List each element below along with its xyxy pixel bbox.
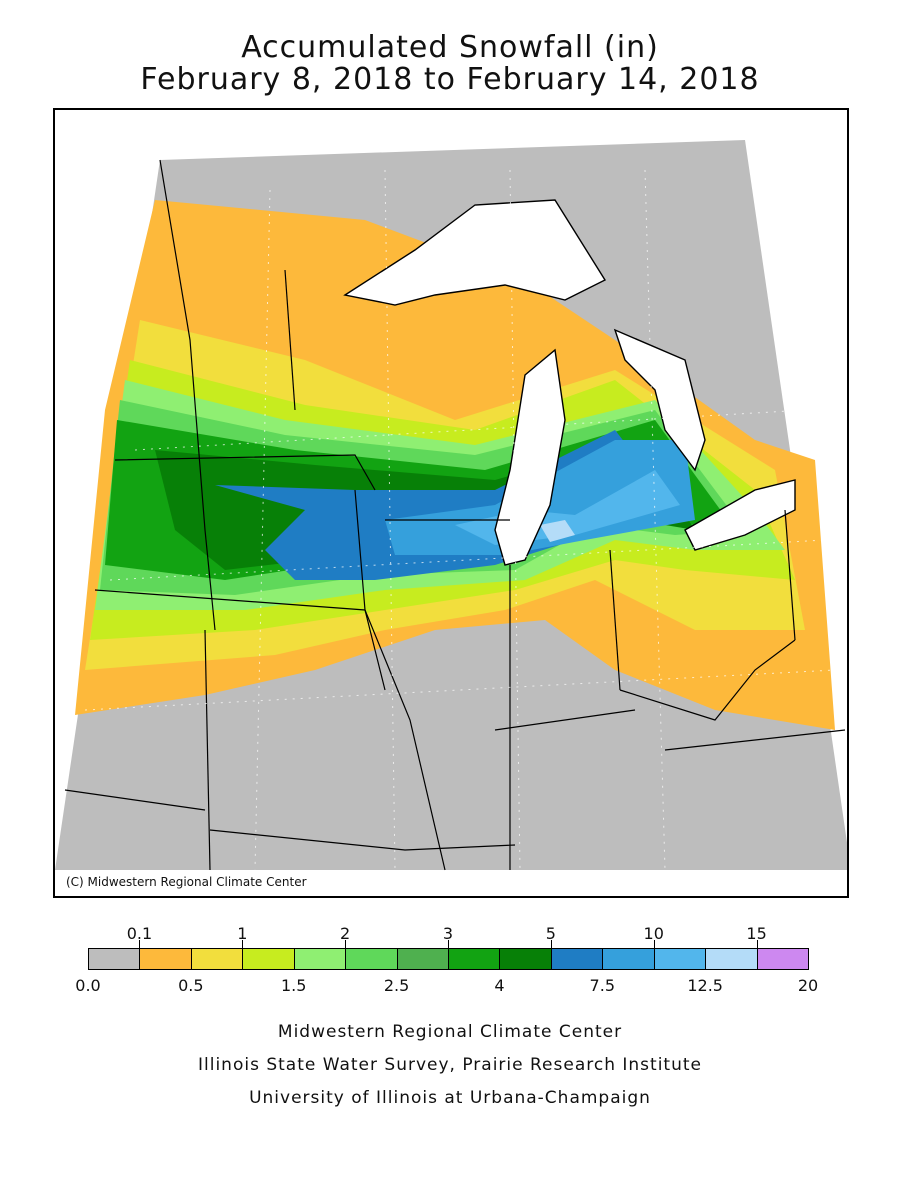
- legend-tick: [653, 940, 655, 948]
- legend-tick: [756, 940, 758, 948]
- legend-bottom-label: 12.5: [687, 976, 723, 995]
- legend-swatch: [602, 948, 655, 970]
- map-date-range: February 8, 2018 to February 14, 2018: [140, 62, 760, 97]
- legend-swatch: [88, 948, 141, 970]
- legend-bottom-label: 4: [494, 976, 505, 995]
- legend-bottom-label: 7.5: [589, 976, 616, 995]
- band-12.5: [540, 520, 575, 542]
- legend-tick: [550, 940, 552, 948]
- legend-bottom-label: 0.0: [75, 976, 101, 995]
- map-canvas: [55, 140, 847, 871]
- legend-tick: [139, 940, 141, 948]
- footer-line-1: Midwestern Regional Climate Center: [277, 1022, 623, 1042]
- legend-tick: [242, 940, 244, 948]
- color-legend: 0.1 1 2 3 5 10 15 0.0 0.5 1.5 2.5 4 7.5 12.5 20: [75, 920, 818, 1000]
- legend-swatch: [190, 948, 244, 970]
- legend-top-label: 1: [237, 924, 248, 943]
- legend-swatch: [345, 948, 398, 970]
- legend-swatch: [756, 948, 809, 970]
- lake-michigan: [494, 348, 566, 566]
- legend-bottom-label: 20: [797, 976, 819, 995]
- legend-swatch: [653, 948, 707, 970]
- legend-swatch: [499, 948, 552, 970]
- legend-top-label: 3: [442, 924, 454, 943]
- footer-line-2: Illinois State Water Survey, Prairie Res…: [198, 1055, 702, 1075]
- legend-bottom-label: 0.5: [178, 976, 204, 995]
- lake-superior: [343, 199, 607, 306]
- footer-line-3: University of Illinois at Urbana-Champai…: [249, 1088, 651, 1108]
- legend-top-label: 10: [643, 924, 664, 943]
- legend-swatch: [448, 948, 501, 970]
- graticule: [84, 169, 836, 871]
- legend-top-label: 2: [340, 924, 351, 943]
- legend-tick: [345, 940, 347, 948]
- legend-swatch: [550, 948, 604, 970]
- legend-swatch: [705, 948, 758, 970]
- legend-swatch: [139, 948, 192, 970]
- map-copyright: (C) Midwestern Regional Climate Center: [63, 874, 310, 890]
- legend-swatch: [293, 948, 347, 970]
- legend-top-label: 5: [545, 924, 556, 943]
- legend-swatch: [242, 948, 295, 970]
- legend-bottom-label: 2.5: [383, 976, 410, 995]
- state-borders: [64, 159, 846, 871]
- legend-top-label: 0.1: [126, 924, 153, 943]
- snowfall-map: (C) Midwestern Regional Climate Center: [53, 108, 849, 898]
- map-title: Accumulated Snowfall (in): [241, 30, 659, 65]
- legend-tick: [448, 940, 449, 948]
- legend-bottom-label: 1.5: [280, 976, 307, 995]
- lake-erie: [684, 479, 796, 551]
- lake-huron: [613, 328, 706, 472]
- legend-swatch: [396, 948, 449, 970]
- legend-top-label: 15: [746, 924, 767, 943]
